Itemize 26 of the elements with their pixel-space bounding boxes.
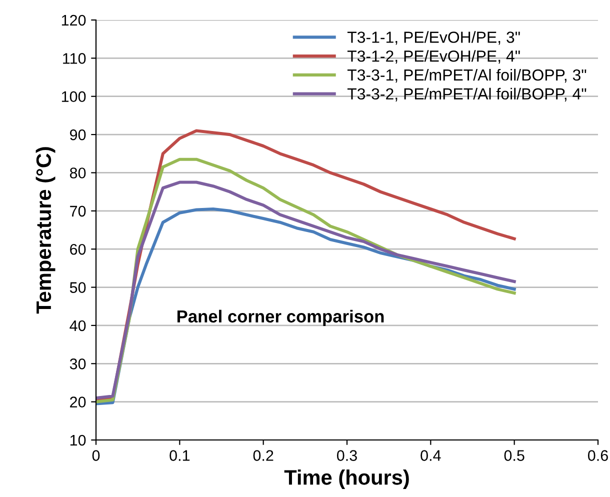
- y-tick-label: 90: [70, 129, 86, 140]
- legend-label: T3-3-1, PE/mPET/Al foil/BOPP, 3": [347, 68, 586, 83]
- x-tick-label: 0.4: [420, 450, 441, 461]
- y-tick-label: 20: [70, 396, 86, 408]
- y-tick-label: 70: [70, 206, 86, 217]
- y-tick-label: 120: [62, 14, 86, 26]
- legend-label: T3-3-2, PE/mPET/Al foil/BOPP, 4": [347, 88, 586, 102]
- y-tick-label: 100: [62, 91, 86, 102]
- annotation: Panel corner comparison: [177, 310, 384, 326]
- legend-label: T3-1-1, PE/EvOH/PE, 3": [347, 31, 520, 45]
- y-tick-label: 10: [70, 434, 86, 446]
- x-axis-title: Time (hours): [284, 470, 409, 489]
- legend-label: T3-1-2, PE/EvOH/PE, 4": [347, 50, 520, 64]
- y-tick-label: 40: [70, 320, 86, 332]
- x-tick-label: 0.1: [170, 450, 190, 461]
- x-tick-label: 0.2: [253, 450, 274, 461]
- y-axis-title: Temperature (°C): [36, 147, 56, 314]
- y-tick-label: 50: [70, 282, 86, 293]
- y-tick-label: 30: [70, 358, 86, 370]
- x-tick-label: 0.5: [504, 450, 524, 461]
- x-tick-label: 0.3: [336, 450, 357, 461]
- y-tick-label: 110: [63, 53, 86, 64]
- x-tick-label: 0: [92, 450, 100, 461]
- x-tick-label: 0.6: [588, 450, 608, 461]
- y-tick-label: 60: [70, 244, 86, 255]
- y-tick-label: 80: [70, 168, 86, 178]
